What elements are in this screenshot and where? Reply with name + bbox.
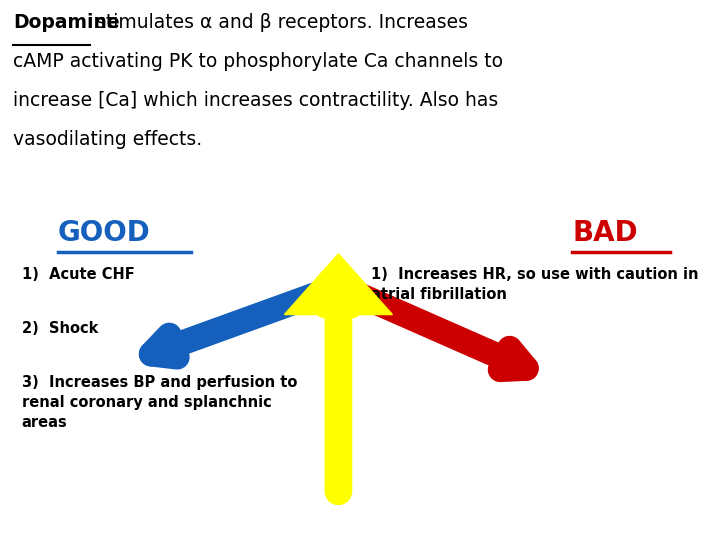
Text: 3)  Increases BP and perfusion to
renal coronary and splanchnic
areas: 3) Increases BP and perfusion to renal c… — [22, 375, 297, 430]
Text: stimulates α and β receptors. Increases: stimulates α and β receptors. Increases — [90, 14, 468, 32]
Text: 1)  Acute CHF: 1) Acute CHF — [22, 267, 135, 282]
Polygon shape — [284, 254, 392, 314]
Text: increase [Ca] which increases contractility. Also has: increase [Ca] which increases contractil… — [13, 91, 498, 110]
Text: Dopamine: Dopamine — [13, 14, 120, 32]
Text: vasodilating effects.: vasodilating effects. — [13, 130, 202, 149]
Text: BAD: BAD — [572, 219, 638, 247]
Text: 2)  Shock: 2) Shock — [22, 321, 98, 336]
Text: 1)  Increases HR, so use with caution in
atrial fibrillation: 1) Increases HR, so use with caution in … — [371, 267, 698, 302]
Text: GOOD: GOOD — [58, 219, 150, 247]
Text: cAMP activating PK to phosphorylate Ca channels to: cAMP activating PK to phosphorylate Ca c… — [13, 52, 503, 71]
